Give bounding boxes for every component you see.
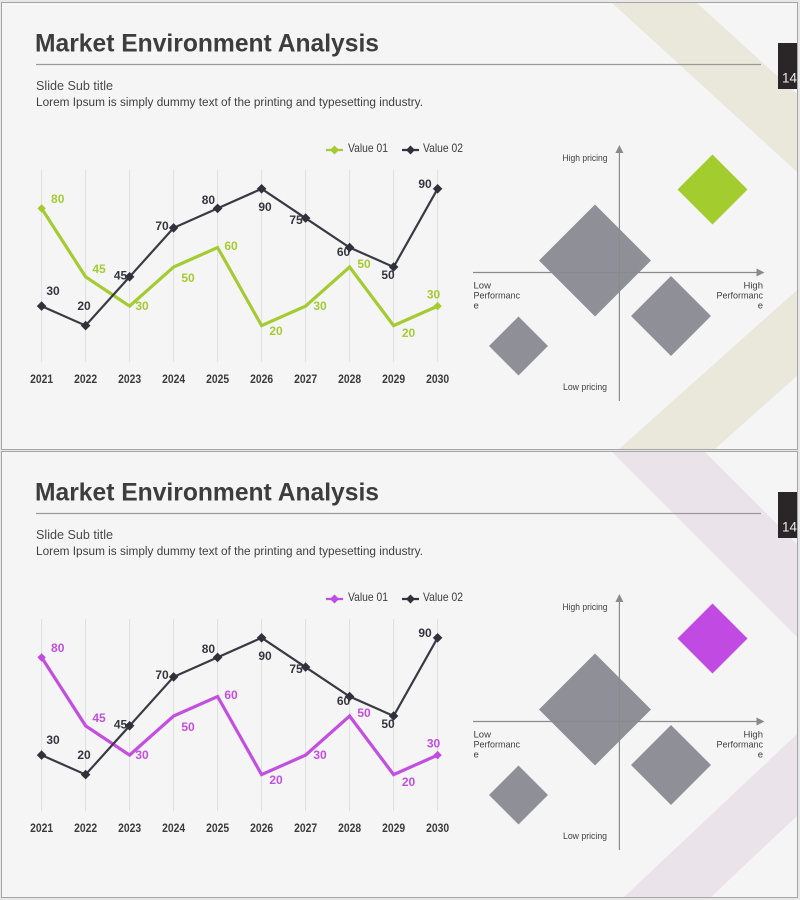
svg-text:Performanc: Performanc	[474, 291, 521, 302]
svg-text:High: High	[743, 281, 763, 292]
svg-text:Market Environment Analysis: Market Environment Analysis	[35, 479, 379, 507]
svg-text:2030: 2030	[426, 372, 449, 386]
svg-text:60: 60	[224, 239, 238, 253]
svg-text:2023: 2023	[118, 372, 141, 386]
svg-text:60: 60	[337, 694, 351, 708]
svg-text:20: 20	[77, 299, 91, 313]
svg-text:90: 90	[258, 649, 272, 663]
svg-text:Performanc: Performanc	[717, 291, 764, 302]
svg-text:2021: 2021	[30, 372, 53, 386]
svg-text:14: 14	[782, 519, 797, 534]
svg-text:2028: 2028	[338, 372, 361, 386]
svg-text:20: 20	[77, 748, 91, 762]
svg-text:80: 80	[202, 193, 216, 207]
svg-text:e: e	[758, 301, 763, 312]
svg-text:2026: 2026	[250, 821, 273, 835]
svg-text:30: 30	[313, 748, 327, 762]
svg-text:e: e	[758, 750, 763, 761]
svg-text:20: 20	[269, 324, 283, 338]
svg-text:Lorem Ipsum is simply dummy te: Lorem Ipsum is simply dummy text of the …	[36, 97, 423, 109]
svg-text:80: 80	[51, 192, 65, 206]
svg-text:2025: 2025	[206, 821, 229, 835]
svg-text:14: 14	[782, 70, 797, 85]
svg-text:50: 50	[381, 717, 395, 731]
svg-text:High pricing: High pricing	[563, 153, 608, 164]
svg-text:45: 45	[92, 711, 106, 725]
svg-text:30: 30	[427, 737, 441, 751]
svg-text:45: 45	[114, 718, 128, 732]
svg-text:30: 30	[427, 288, 441, 302]
svg-text:Low pricing: Low pricing	[563, 831, 607, 842]
svg-text:50: 50	[181, 720, 195, 734]
svg-text:30: 30	[135, 748, 149, 762]
svg-text:Value 01: Value 01	[348, 590, 388, 604]
svg-text:Value 01: Value 01	[348, 141, 388, 155]
svg-text:30: 30	[135, 299, 149, 313]
svg-text:50: 50	[357, 706, 371, 720]
svg-text:2024: 2024	[162, 821, 185, 835]
svg-text:2029: 2029	[382, 372, 405, 386]
svg-text:Slide Sub title: Slide Sub title	[36, 78, 113, 93]
svg-text:2023: 2023	[118, 821, 141, 835]
svg-text:High pricing: High pricing	[563, 602, 608, 613]
svg-text:70: 70	[155, 219, 169, 233]
svg-text:Performanc: Performanc	[474, 740, 521, 751]
svg-text:2022: 2022	[74, 372, 97, 386]
svg-text:Low: Low	[474, 730, 492, 741]
svg-text:Slide Sub title: Slide Sub title	[36, 527, 113, 542]
svg-text:2030: 2030	[426, 821, 449, 835]
svg-text:90: 90	[258, 200, 272, 214]
svg-text:50: 50	[381, 268, 395, 282]
svg-text:2029: 2029	[382, 821, 405, 835]
svg-text:Lorem Ipsum is simply dummy te: Lorem Ipsum is simply dummy text of the …	[36, 546, 423, 558]
svg-text:High: High	[743, 730, 763, 741]
svg-text:2027: 2027	[294, 821, 317, 835]
svg-text:75: 75	[289, 213, 303, 227]
svg-text:2024: 2024	[162, 372, 185, 386]
svg-text:2022: 2022	[74, 821, 97, 835]
svg-text:20: 20	[269, 773, 283, 787]
svg-text:30: 30	[46, 284, 60, 298]
svg-text:2028: 2028	[338, 821, 361, 835]
svg-text:e: e	[474, 301, 479, 312]
svg-text:60: 60	[337, 245, 351, 259]
svg-text:Performanc: Performanc	[717, 740, 764, 751]
svg-text:30: 30	[313, 299, 327, 313]
svg-text:50: 50	[357, 257, 371, 271]
svg-text:20: 20	[402, 775, 416, 789]
svg-text:2025: 2025	[206, 372, 229, 386]
svg-text:Value 02: Value 02	[423, 141, 463, 155]
svg-text:20: 20	[402, 326, 416, 340]
svg-text:90: 90	[418, 177, 432, 191]
svg-text:75: 75	[289, 662, 303, 676]
svg-text:2026: 2026	[250, 372, 273, 386]
svg-text:60: 60	[224, 688, 238, 702]
svg-text:90: 90	[418, 626, 432, 640]
svg-text:2027: 2027	[294, 372, 317, 386]
svg-text:45: 45	[114, 269, 128, 283]
svg-text:2021: 2021	[30, 821, 53, 835]
svg-text:80: 80	[51, 641, 65, 655]
svg-text:Low: Low	[474, 281, 492, 292]
svg-text:30: 30	[46, 733, 60, 747]
svg-text:70: 70	[155, 668, 169, 682]
svg-text:80: 80	[202, 642, 216, 656]
svg-text:Low pricing: Low pricing	[563, 382, 607, 393]
svg-text:50: 50	[181, 271, 195, 285]
svg-text:Market Environment Analysis: Market Environment Analysis	[35, 30, 379, 58]
svg-text:Value 02: Value 02	[423, 590, 463, 604]
svg-text:e: e	[474, 750, 479, 761]
svg-text:45: 45	[92, 262, 106, 276]
